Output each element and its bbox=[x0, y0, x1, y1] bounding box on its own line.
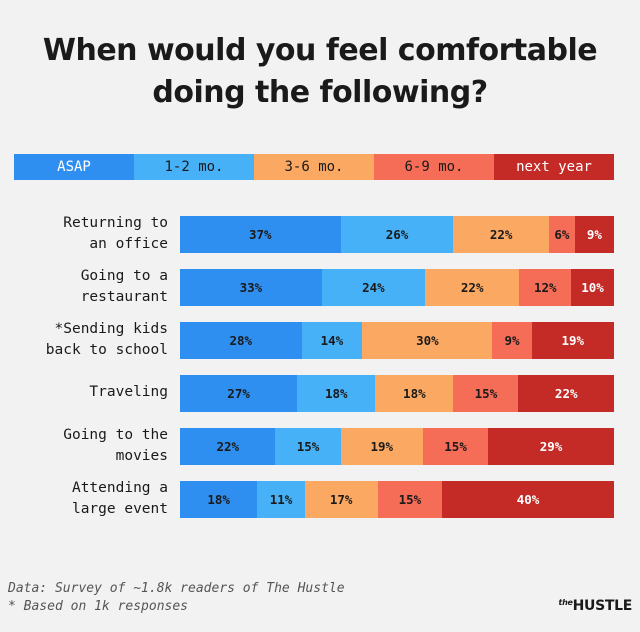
logo-small: the bbox=[558, 598, 573, 607]
bar-row: 33% 24% 22% 12% 10% bbox=[180, 269, 614, 306]
category-label-line: *Sending kids bbox=[54, 320, 169, 337]
bar-segment: 22% bbox=[180, 428, 276, 465]
bar-segment: 18% bbox=[297, 375, 376, 412]
bar-row: 27% 18% 18% 15% 22% bbox=[180, 375, 614, 412]
bar-segment: 26% bbox=[340, 216, 454, 253]
bar-segment: 29% bbox=[488, 428, 614, 465]
bar-segment: 19% bbox=[531, 322, 614, 359]
bar-segment: 27% bbox=[180, 375, 298, 412]
logo-big: HUSTLE bbox=[572, 598, 633, 614]
bar-segment: 22% bbox=[453, 216, 549, 253]
category-label-line: Returning to bbox=[63, 214, 168, 231]
legend-item-1: 1-2 mo. bbox=[134, 154, 254, 180]
category-label-line: back to school bbox=[45, 341, 168, 358]
chart-footer: Data: Survey of ~1.8k readers of The Hus… bbox=[8, 580, 345, 616]
bar-segment: 18% bbox=[375, 375, 454, 412]
bar-segment: 15% bbox=[453, 375, 519, 412]
hustle-logo: theHUSTLE bbox=[558, 598, 633, 614]
bar-segment: 9% bbox=[492, 322, 532, 359]
bar-row: 37% 26% 22% 6% 9% bbox=[180, 216, 614, 253]
bar-segment: 22% bbox=[424, 269, 520, 306]
legend-item-0: ASAP bbox=[14, 154, 134, 180]
chart-title-line-1: When would you feel comfortable bbox=[42, 33, 598, 68]
bar-segment: 33% bbox=[180, 269, 322, 306]
bar-segment: 37% bbox=[180, 216, 341, 253]
bar-segment: 17% bbox=[304, 481, 378, 518]
category-label-line: large event bbox=[71, 500, 168, 517]
category-label-line: movies bbox=[115, 447, 168, 464]
category-label-line: an office bbox=[89, 235, 168, 252]
bar-segment: 10% bbox=[571, 269, 614, 306]
bar-segment: 40% bbox=[442, 481, 614, 518]
bar-segment: 6% bbox=[548, 216, 575, 253]
category-label: *Sending kids back to school bbox=[10, 319, 168, 361]
bar-segment: 15% bbox=[377, 481, 443, 518]
bar-segment: 11% bbox=[257, 481, 305, 518]
category-label: Traveling bbox=[10, 382, 168, 403]
category-label-line: Going to the bbox=[63, 426, 168, 443]
bar-segment: 19% bbox=[340, 428, 424, 465]
bar-segment: 9% bbox=[574, 216, 614, 253]
bar-segment: 22% bbox=[518, 375, 614, 412]
category-label-line: Going to a bbox=[80, 267, 168, 284]
category-label-line: Traveling bbox=[89, 384, 168, 400]
chart-title-line-2: doing the following? bbox=[152, 75, 488, 110]
category-label: Attending a large event bbox=[10, 478, 168, 520]
bar-segment: 12% bbox=[519, 269, 572, 306]
bar-row: 22% 15% 19% 15% 29% bbox=[180, 428, 614, 465]
footer-source: Data: Survey of ~1.8k readers of The Hus… bbox=[8, 581, 345, 596]
category-label-line: Attending a bbox=[71, 479, 168, 496]
legend-item-2: 3-6 mo. bbox=[254, 154, 374, 180]
category-label: Going to a restaurant bbox=[10, 266, 168, 308]
bar-segment: 30% bbox=[362, 322, 493, 359]
chart-legend: ASAP 1-2 mo. 3-6 mo. 6-9 mo. next year bbox=[14, 154, 614, 180]
bar-row: 28% 14% 30% 9% 19% bbox=[180, 322, 614, 359]
bar-segment: 28% bbox=[180, 322, 302, 359]
legend-item-3: 6-9 mo. bbox=[374, 154, 494, 180]
bar-segment: 15% bbox=[423, 428, 489, 465]
chart-title: When would you feel comfortable doing th… bbox=[0, 30, 640, 114]
bar-segment: 18% bbox=[180, 481, 258, 518]
footer-note: * Based on 1k responses bbox=[8, 599, 189, 614]
category-label: Going to the movies bbox=[10, 425, 168, 467]
category-label: Returning to an office bbox=[10, 213, 168, 255]
legend-item-4: next year bbox=[494, 154, 614, 180]
bar-segment: 24% bbox=[321, 269, 425, 306]
category-label-line: restaurant bbox=[80, 288, 168, 305]
bar-row: 18% 11% 17% 15% 40% bbox=[180, 481, 614, 518]
bar-segment: 15% bbox=[275, 428, 341, 465]
bar-segment: 14% bbox=[301, 322, 363, 359]
